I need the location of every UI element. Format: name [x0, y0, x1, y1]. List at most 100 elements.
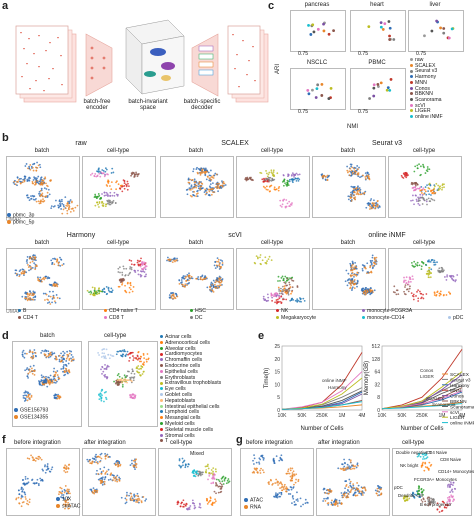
celltype-legend-item: CD8 T	[104, 315, 124, 321]
y-tick-label: 25	[274, 344, 280, 350]
method-point	[327, 97, 331, 100]
batch-cluster	[350, 263, 358, 272]
batch-cluster	[167, 258, 178, 264]
cell-cluster	[97, 348, 115, 360]
celltype-label: Extravillous trophoblasts	[165, 380, 222, 387]
panel-c-xlabel: NMI	[347, 124, 358, 130]
legend-label: Conos	[415, 85, 430, 92]
batch-cluster	[178, 279, 188, 288]
celltype-swatch	[160, 398, 163, 402]
celltype-label: CD8 T	[109, 315, 124, 321]
y-tick-label: 512	[372, 344, 381, 350]
celltype-label: Epithelial cells	[165, 368, 198, 375]
method-point	[389, 78, 393, 81]
cell-cluster	[436, 500, 449, 513]
legend-label: MNN	[450, 388, 461, 394]
cell-cluster	[289, 473, 300, 486]
f-legend-2: snATAC	[62, 502, 81, 509]
celltype-cluster	[105, 179, 123, 191]
encoder-shape	[85, 33, 113, 97]
celltype-cluster	[244, 176, 254, 182]
cell-cluster	[26, 454, 43, 462]
celltype-label: CD4 naive T	[109, 308, 138, 314]
panel-d-batch-umap	[12, 341, 82, 427]
celltype-legend-item: DC	[190, 315, 203, 321]
celltype-swatch	[276, 309, 279, 313]
batch-cluster	[55, 196, 72, 205]
legend-swatch	[410, 109, 413, 113]
method-point	[377, 85, 380, 88]
d-celltype-legend-item: Eye cells	[160, 387, 246, 392]
celltype-swatch	[276, 316, 279, 320]
panel-c-legend-item: online iNMF	[410, 114, 474, 120]
cell-cluster	[205, 496, 217, 506]
cell-cluster	[185, 499, 202, 511]
celltype-legend-item: B	[18, 308, 26, 314]
panel-c-title-2: liver	[429, 2, 441, 8]
line-annotation: LIGER	[420, 374, 434, 379]
method-point	[388, 38, 392, 41]
legend-swatch	[410, 92, 413, 96]
celltype-cluster	[282, 172, 301, 178]
legend-label: BBKNN	[415, 91, 433, 98]
cell-cluster	[63, 367, 71, 374]
method-point	[320, 94, 324, 97]
x-tick-label: 250K	[316, 413, 328, 419]
celltype-swatch	[160, 404, 163, 408]
series-line	[281, 401, 363, 410]
umap-3-0	[6, 248, 80, 310]
batch-cluster	[65, 200, 79, 210]
line-annotation: Conos	[420, 368, 434, 373]
method-point	[322, 22, 325, 26]
umap-method-title-1: SCALEX	[221, 140, 249, 147]
celltype-label: T	[165, 438, 169, 445]
panel-c-title-3: NSCLC	[306, 60, 328, 66]
method-point	[379, 21, 383, 24]
d-celltype-legend-item: Erythroblasts	[160, 375, 246, 381]
method-point	[368, 97, 371, 100]
legend-swatch	[410, 58, 413, 62]
batch-cluster	[321, 174, 329, 182]
cell-cluster	[97, 470, 113, 476]
umap-sub-title: batch	[188, 148, 204, 154]
batch-cluster	[352, 189, 366, 196]
cell-cluster	[273, 492, 283, 499]
panel-c-plot-2	[408, 10, 464, 52]
celltype-label: NK	[281, 308, 289, 314]
batch-cluster	[27, 260, 38, 271]
celltype-cluster	[118, 277, 126, 284]
d-celltype-legend-item: Goblet cells	[160, 392, 246, 398]
legend-label: MNN	[415, 79, 427, 86]
g-celltype-label: Dendritic cell	[398, 493, 424, 498]
cell-cluster	[116, 378, 133, 384]
d-celltype-legend-item: Chromaffin cells	[160, 358, 246, 363]
cell-cluster	[129, 393, 137, 400]
latent-space-cube	[125, 19, 185, 95]
celltype-swatch	[160, 352, 163, 356]
celltype-cluster	[139, 260, 148, 271]
batch-cluster	[372, 256, 378, 267]
d-celltype-legend-item: Hepatoblasts	[160, 398, 246, 404]
panel-a-schematic	[15, 19, 269, 103]
legend-label: Scanorama	[415, 96, 442, 103]
method-point	[329, 86, 333, 90]
method-point	[392, 38, 396, 41]
batch-cluster	[37, 276, 47, 283]
umap-axis-label-1: UMAP	[6, 309, 21, 315]
celltype-swatch	[160, 416, 163, 420]
celltype-legend-item: CD4 T	[18, 315, 38, 321]
panel-g-title-after: after integration	[318, 440, 360, 446]
cell-cluster	[56, 394, 62, 400]
x-tick-label: 250K	[416, 413, 428, 419]
umap-method-title-0: raw	[75, 140, 87, 147]
legend-swatch	[410, 115, 413, 119]
encoder-label: batch-free encoder	[83, 99, 111, 111]
celltype-cluster	[410, 289, 428, 302]
f-legend-1: 10X	[62, 496, 72, 503]
line-annotation: online iNMF	[322, 378, 347, 383]
series-line	[381, 403, 463, 410]
cell-cluster	[420, 461, 433, 472]
celltype-swatch	[190, 309, 193, 313]
panel-g-letter: g	[236, 434, 243, 446]
panel-e-letter: e	[258, 330, 265, 342]
